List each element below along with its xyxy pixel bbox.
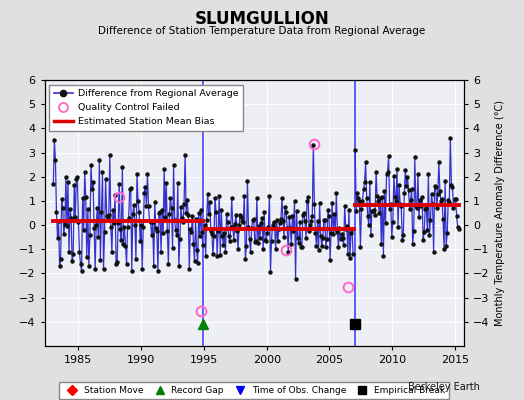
Text: Difference of Station Temperature Data from Regional Average: Difference of Station Temperature Data f… xyxy=(99,26,425,36)
Y-axis label: Monthly Temperature Anomaly Difference (°C): Monthly Temperature Anomaly Difference (… xyxy=(495,100,505,326)
Text: Berkeley Earth: Berkeley Earth xyxy=(408,382,479,392)
Text: SLUMGULLION: SLUMGULLION xyxy=(194,10,330,28)
Legend: Station Move, Record Gap, Time of Obs. Change, Empirical Break: Station Move, Record Gap, Time of Obs. C… xyxy=(59,382,449,399)
